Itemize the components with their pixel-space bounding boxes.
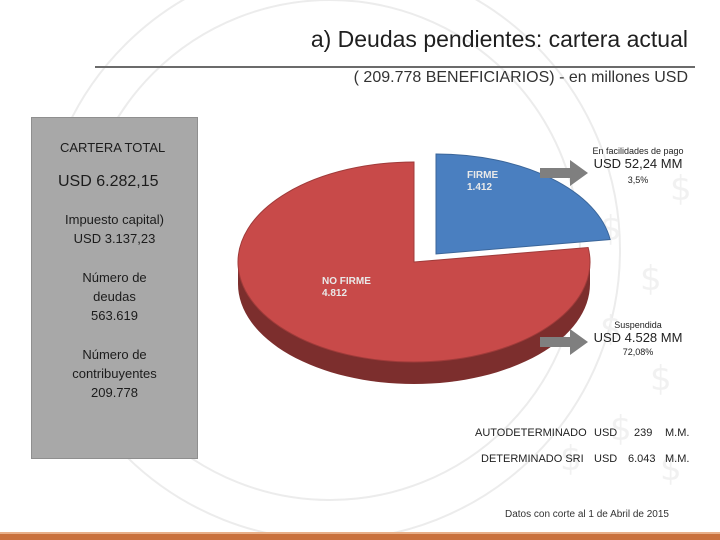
row-label: AUTODETERMINADO: [475, 427, 587, 439]
contribuyentes-line1: Número de: [82, 347, 147, 362]
callout-facilidades-amount: USD 52,24 MM: [593, 156, 683, 171]
slice-label-firme: FIRME 1.412: [467, 170, 498, 194]
slice-firme-value: 1.412: [467, 182, 493, 193]
impuesto-value: USD 3.137,23: [73, 231, 156, 246]
pie-slice-top: [435, 153, 611, 255]
callout-facilidades: En facilidades de pago USD 52,24 MM 3,5%: [584, 146, 692, 185]
pie-chart: FIRME 1.412 NO FIRME 4.812: [232, 150, 622, 390]
callout-facilidades-pct: 3,5%: [627, 175, 649, 185]
pie-slice-no-firme: [237, 161, 591, 384]
arrow-top-icon: [540, 160, 588, 186]
accent-bar: [0, 534, 720, 540]
accent-bar-light: [0, 532, 720, 534]
row-value: 239: [634, 427, 653, 439]
page-subtitle: ( 209.778 BENEFICIARIOS) - en millones U…: [353, 69, 688, 86]
row-label: DETERMINADO SRI: [481, 453, 584, 465]
callout-facilidades-label: En facilidades de pago: [592, 146, 684, 156]
callout-suspendida: Suspendida USD 4.528 MM 72,08%: [584, 320, 692, 357]
pie-chart-svg: [237, 153, 611, 384]
svg-text:$: $: [640, 259, 662, 299]
cartera-total-label: CARTERA TOTAL: [60, 140, 166, 155]
pie-slice-top: [237, 161, 591, 363]
slice-label-no-firme: NO FIRME 4.812: [322, 276, 371, 300]
impuesto-line1: Impuesto capital): [65, 212, 164, 227]
slice-firme-name: FIRME: [467, 170, 499, 181]
pie-slice-firme: [435, 153, 611, 255]
deudas-line1: Número de: [82, 270, 147, 285]
arrow-bottom-icon: [540, 329, 588, 355]
callout-suspendida-amount: USD 4.528 MM: [593, 330, 683, 345]
pie-slice-side: [238, 262, 590, 384]
deudas-value: 563.619: [91, 308, 138, 323]
row-value: 6.043: [628, 453, 656, 465]
summary-panel: CARTERA TOTAL USD 6.282,15 Impuesto capi…: [31, 117, 198, 459]
row-unit: M.M.: [665, 427, 690, 439]
callout-suspendida-pct: 72,08%: [622, 347, 654, 357]
row-currency: USD: [594, 453, 618, 465]
page-title: a) Deudas pendientes: cartera actual: [310, 26, 688, 52]
slice-no-firme-name: NO FIRME: [322, 276, 371, 287]
footnote: Datos con corte al 1 de Abril de 2015: [505, 509, 669, 520]
svg-text:$: $: [650, 359, 672, 399]
contribuyentes-value: 209.778: [91, 385, 138, 400]
contribuyentes-line2: contribuyentes: [72, 366, 157, 381]
title-divider: [95, 66, 695, 68]
row-unit: M.M.: [665, 453, 690, 465]
callout-suspendida-label: Suspendida: [614, 320, 662, 330]
deudas-line2: deudas: [93, 289, 136, 304]
cartera-total-value: USD 6.282,15: [58, 173, 159, 190]
slice-no-firme-value: 4.812: [322, 288, 348, 299]
row-currency: USD: [594, 427, 618, 439]
